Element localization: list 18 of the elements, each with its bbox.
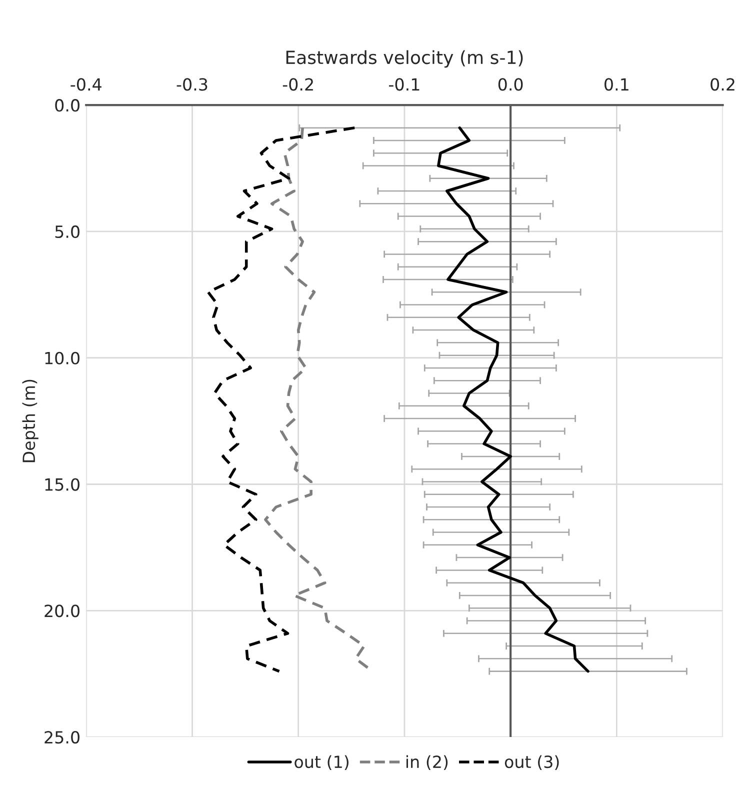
y-axis-title: Depth (m) <box>22 380 38 462</box>
legend-label: out (1) <box>294 755 348 770</box>
x-tick-label: -0.4 <box>70 78 102 91</box>
y-tick-label: 15.0 <box>45 478 80 491</box>
x-tick-label: 0.1 <box>604 78 628 91</box>
y-tick-label: 25.0 <box>44 731 80 744</box>
y-tick-label: 10.0 <box>45 352 80 364</box>
y-tick-label: 5.0 <box>55 225 80 238</box>
legend-label: out (3) <box>504 755 559 770</box>
x-axis-title: Eastwards velocity (m s-1) <box>286 50 523 68</box>
x-tick-label: 0.0 <box>498 78 523 91</box>
legend-label: in (2) <box>406 755 448 770</box>
y-tick-label: 0.0 <box>55 99 80 112</box>
x-tick-label: 0.2 <box>710 78 734 91</box>
x-tick-label: -0.2 <box>282 78 313 91</box>
y-tick-label: 20.0 <box>44 604 80 618</box>
x-tick-label: -0.1 <box>389 78 420 91</box>
x-tick-label: -0.3 <box>176 78 208 91</box>
